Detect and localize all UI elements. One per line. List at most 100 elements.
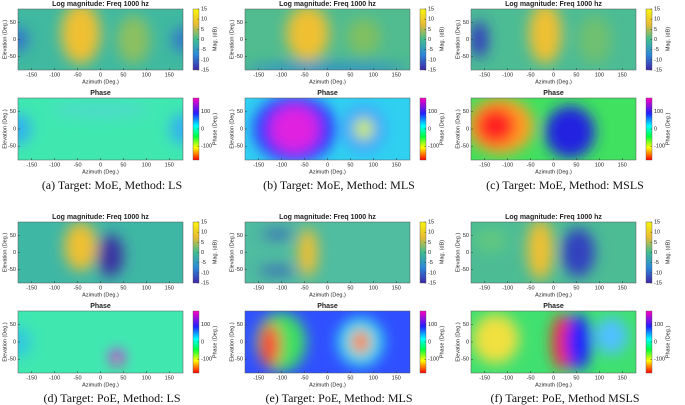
- colorbar-tick-label: -10: [428, 57, 436, 63]
- colorbar-tick-label: -10: [654, 270, 662, 276]
- y-tick-label: -50: [235, 357, 243, 363]
- heatmap-blob: [297, 228, 318, 277]
- x-tick-label: -50: [74, 285, 82, 291]
- colorbar-tick-label: -5: [654, 260, 659, 266]
- colorbar-tick-label: -5: [654, 47, 659, 53]
- x-tick-label: -50: [527, 285, 535, 291]
- heatmap: [18, 222, 183, 283]
- x-tick-label: 0: [552, 285, 555, 291]
- colorbar-tick-label: 0: [428, 126, 431, 132]
- x-tick-label: -100: [502, 72, 513, 78]
- colorbar-tick-label: 5: [654, 27, 657, 33]
- colorbar-tick-label: 0: [428, 37, 431, 43]
- x-tick-label: -150: [479, 285, 490, 291]
- heatmap-blob: [528, 9, 562, 64]
- x-axis-label: Azimuth (Deg.): [82, 382, 119, 388]
- heatmap-blobs: [471, 9, 612, 64]
- heatmap: [18, 98, 183, 160]
- heatmap-bg: [18, 9, 183, 70]
- y-axis-label: Elevation (Deg.): [2, 233, 8, 273]
- y-axis-label: Elevation (Deg.): [455, 20, 461, 60]
- y-axis-label: Elevation (Deg.): [455, 322, 461, 362]
- colorbar-label: Mag. (dB): [212, 27, 218, 51]
- colorbar-tick-label: 0: [428, 250, 431, 256]
- x-tick-label: 50: [120, 72, 126, 78]
- colorbar-tick-label: 0: [654, 37, 657, 43]
- colorbar-tick-label: -15: [428, 280, 436, 286]
- y-tick-label: 0: [466, 250, 469, 256]
- x-tick-label: 100: [369, 285, 378, 291]
- x-tick-label: 100: [595, 375, 604, 381]
- colorbar-tick-label: 0: [201, 126, 204, 132]
- colorbar-tick-label: -15: [201, 67, 209, 73]
- heatmap-blobs: [245, 9, 410, 70]
- heatmap-blob: [258, 267, 298, 275]
- heatmap-blobs: [18, 9, 183, 64]
- heatmap: [245, 311, 410, 373]
- colorbar-tick-label: -10: [654, 57, 662, 63]
- x-tick-label: -150: [26, 375, 37, 381]
- y-tick-label: 50: [237, 109, 243, 115]
- colorbar-tick-label: 0: [201, 250, 204, 256]
- colorbar-tick-label: 5: [428, 27, 431, 33]
- colorbar-tick-label: 10: [654, 17, 660, 23]
- x-tick-label: 0: [326, 285, 329, 291]
- heatmap-blob: [353, 117, 374, 141]
- x-tick-label: -100: [49, 375, 60, 381]
- x-tick-label: 50: [573, 285, 579, 291]
- x-tick-label: 100: [142, 162, 151, 168]
- colorbar-tick-label: -100: [201, 144, 212, 150]
- y-tick-label: -50: [235, 267, 243, 273]
- x-tick-label: 50: [347, 162, 353, 168]
- y-axis-label: Elevation (Deg.): [455, 109, 461, 149]
- colorbar-label: Phase (Deg.): [665, 326, 671, 359]
- x-tick-label: 100: [369, 162, 378, 168]
- heatmap-blob: [261, 230, 295, 238]
- y-tick-label: -50: [8, 357, 16, 363]
- heatmap-blob: [350, 329, 371, 355]
- y-tick-label: -50: [235, 144, 243, 150]
- heatmap: [471, 98, 636, 160]
- colorbar-tick-label: 0: [428, 339, 431, 345]
- x-tick-label: 50: [120, 375, 126, 381]
- x-tick-label: 0: [326, 72, 329, 78]
- x-tick-label: 150: [392, 285, 401, 291]
- x-tick-label: 150: [618, 375, 627, 381]
- caption: (f) Target: PoE, Method MSLS: [490, 391, 639, 405]
- caption: (d) Target: PoE, Method: LS: [43, 391, 180, 405]
- x-tick-label: -50: [527, 162, 535, 168]
- x-tick-label: -150: [26, 162, 37, 168]
- x-tick-label: -150: [479, 72, 490, 78]
- y-tick-label: 0: [240, 37, 243, 43]
- x-tick-label: -50: [301, 375, 309, 381]
- x-tick-label: -50: [301, 162, 309, 168]
- y-axis-label: Elevation (Deg.): [229, 233, 235, 273]
- panel-title: Log magnitude: Freq 1000 hz: [52, 214, 149, 221]
- heatmap-blob: [60, 9, 101, 64]
- heatmap-blob: [475, 107, 516, 145]
- heatmap-blob: [565, 314, 592, 370]
- panel-title: Phase: [317, 303, 338, 310]
- y-tick-label: 50: [10, 109, 16, 115]
- y-tick-label: -50: [8, 144, 16, 150]
- colorbar-tick-label: 0: [654, 339, 657, 345]
- heatmap-blob: [18, 113, 32, 145]
- panel-title: Log magnitude: Freq 1000 hz: [279, 214, 376, 221]
- y-tick-label: -50: [8, 54, 16, 60]
- x-tick-label: 50: [120, 285, 126, 291]
- colorbar-tick-label: 100: [428, 109, 437, 115]
- colorbar-tick-label: -100: [428, 144, 439, 150]
- heatmap-blob: [472, 314, 519, 364]
- colorbar-tick-label: -100: [654, 357, 665, 363]
- colorbar-label: Mag. (dB): [665, 27, 671, 51]
- y-tick-label: 50: [237, 322, 243, 328]
- heatmap-blob: [18, 27, 28, 52]
- y-tick-label: 0: [466, 37, 469, 43]
- colorbar-label: Mag. (dB): [212, 240, 218, 264]
- colorbar-tick-label: 15: [428, 6, 434, 12]
- x-axis-label: Azimuth (Deg.): [535, 79, 572, 85]
- heatmap: [471, 222, 636, 283]
- subfigure: Log magnitude: Freq 1000 hz-150 -100 -50 0 5…: [229, 1, 445, 192]
- colorbar-tick-label: -15: [428, 67, 436, 73]
